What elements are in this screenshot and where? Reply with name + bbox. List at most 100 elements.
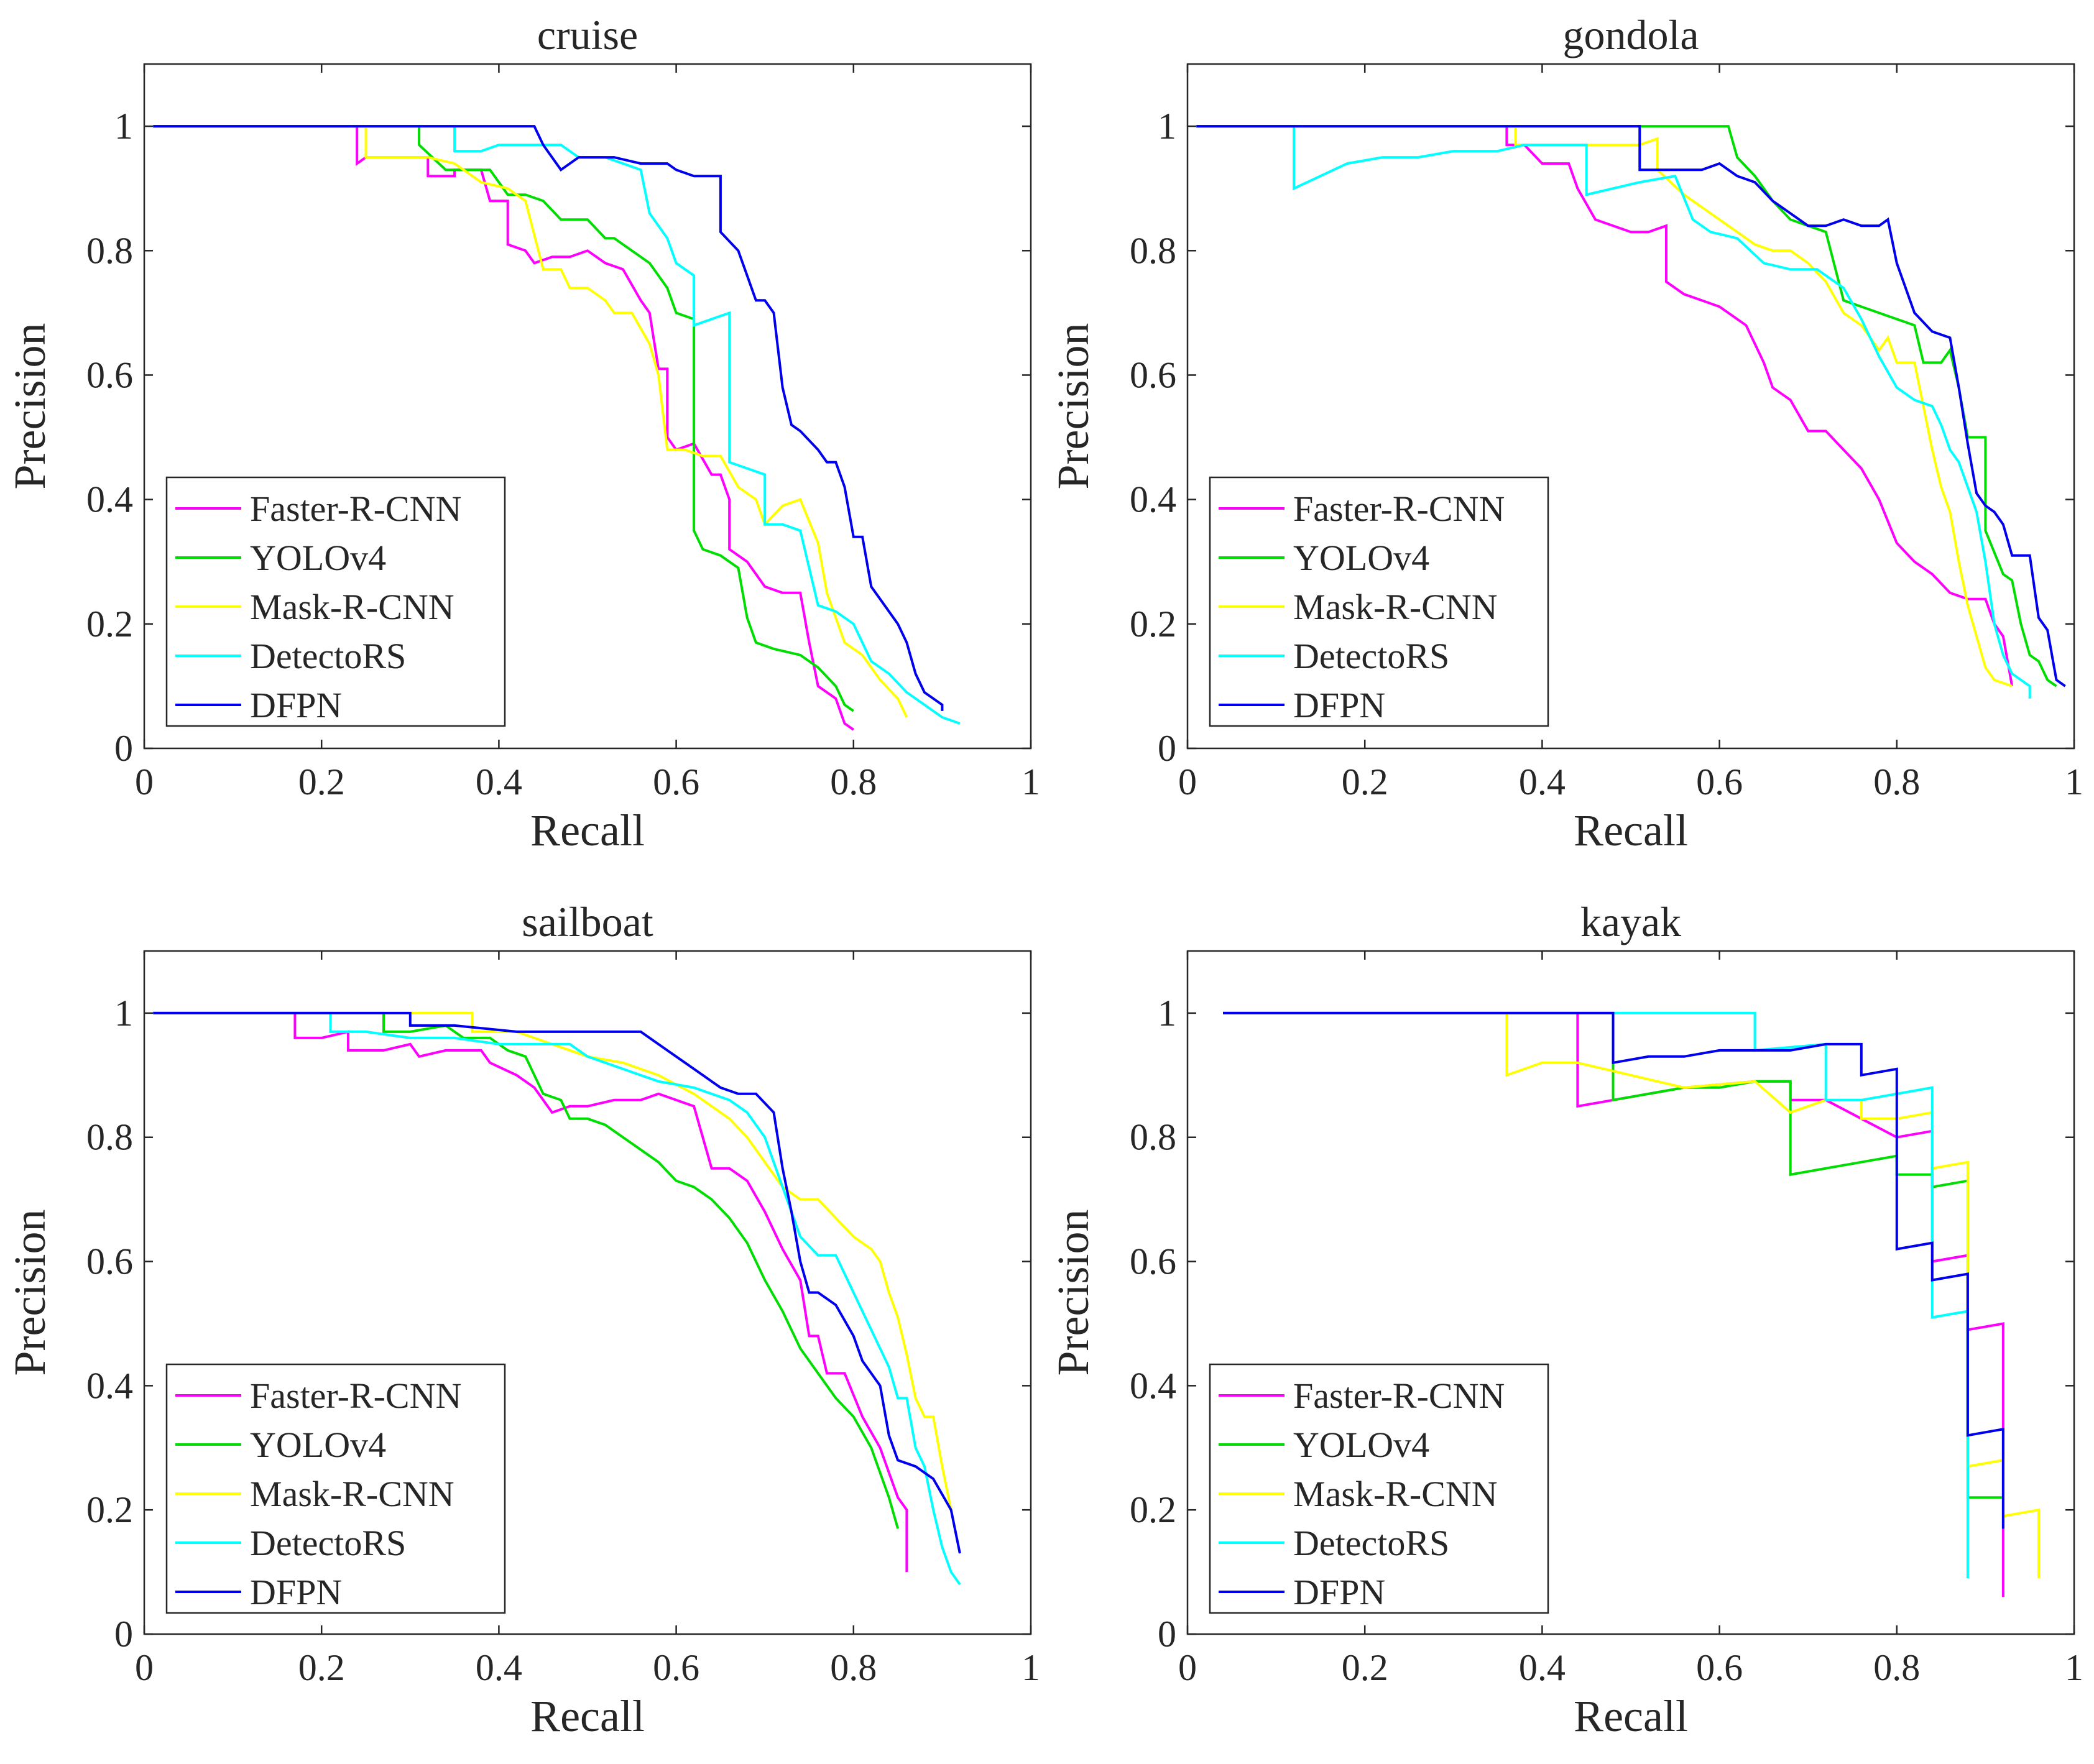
legend-label: DFPN bbox=[250, 685, 342, 725]
legend: Faster-R-CNN YOLOv4 Mask-R-CNN DetectoRS DFP… bbox=[1209, 1363, 1549, 1614]
legend-label: Faster-R-CNN bbox=[1293, 489, 1505, 529]
legend-label: Mask-R-CNN bbox=[1293, 587, 1498, 627]
x-tick-label: 0.2 bbox=[1342, 761, 1388, 802]
y-tick-label: 0 bbox=[114, 1614, 133, 1655]
series-line-yolov4 bbox=[153, 125, 854, 712]
y-tick-label: 1 bbox=[1158, 106, 1176, 147]
chart-panel-2: 0 0.2 0.4 0.6 0.8 1 0 0.2 0.4 0.6 0.8 1 sailboat Reca… bbox=[5, 898, 1040, 1741]
x-tick-label: 0.8 bbox=[1873, 1647, 1920, 1688]
series-line-detectors bbox=[1223, 1011, 1969, 1579]
x-axis-label: Recall bbox=[530, 806, 645, 855]
x-tick-label: 0.6 bbox=[653, 761, 699, 802]
x-tick-label: 0.6 bbox=[1696, 1647, 1743, 1688]
series-line-faster-r-cnn bbox=[1196, 125, 2014, 687]
legend-box bbox=[1209, 476, 1549, 727]
legend-label: Mask-R-CNN bbox=[250, 1474, 454, 1514]
y-tick-label: 0.8 bbox=[86, 230, 133, 271]
y-tick-label: 0.8 bbox=[86, 1117, 133, 1158]
x-tick-label: 0.6 bbox=[1696, 761, 1743, 802]
series-line-detectors bbox=[153, 1011, 961, 1586]
y-tick-label: 1 bbox=[1158, 993, 1176, 1034]
series-line-detectors bbox=[1196, 125, 2031, 699]
legend-label: DetectoRS bbox=[1293, 1523, 1449, 1563]
x-tick-label: 0.4 bbox=[476, 761, 522, 802]
y-tick-label: 0.4 bbox=[86, 479, 133, 520]
legend-label: DFPN bbox=[1293, 1572, 1385, 1612]
legend-box bbox=[1209, 1363, 1549, 1614]
y-tick-label: 0.8 bbox=[1130, 230, 1176, 271]
series-group bbox=[153, 125, 961, 731]
chart-title: cruise bbox=[537, 11, 638, 58]
y-tick-label: 0.6 bbox=[86, 354, 133, 395]
x-tick-label: 0.2 bbox=[298, 1647, 345, 1688]
x-tick-label: 1 bbox=[1022, 1647, 1040, 1688]
y-tick-label: 1 bbox=[114, 106, 133, 147]
series-line-faster-r-cnn bbox=[153, 1011, 908, 1573]
y-tick-label: 1 bbox=[114, 993, 133, 1034]
series-group bbox=[1223, 1011, 2040, 1597]
y-tick-label: 0.2 bbox=[86, 604, 133, 645]
chart-panel-3: 0 0.2 0.4 0.6 0.8 1 0 0.2 0.4 0.6 0.8 1 kayak Recall P… bbox=[1048, 898, 2083, 1741]
x-tick-label: 0.4 bbox=[1519, 1647, 1566, 1688]
legend-label: YOLOv4 bbox=[250, 538, 386, 578]
legend-label: Faster-R-CNN bbox=[1293, 1376, 1505, 1416]
y-tick-label: 0 bbox=[1158, 728, 1176, 769]
series-line-mask-r-cnn bbox=[1223, 1011, 2040, 1579]
x-axis-label: Recall bbox=[1574, 806, 1688, 855]
y-axis-label: Precision bbox=[1048, 1210, 1098, 1376]
x-tick-label: 1 bbox=[2065, 1647, 2083, 1688]
y-tick-label: 0.2 bbox=[1130, 604, 1176, 645]
series-line-dfpn bbox=[153, 1011, 961, 1554]
chart-title: kayak bbox=[1580, 898, 1681, 945]
y-axis-label: Precision bbox=[5, 1210, 55, 1376]
x-tick-label: 0.2 bbox=[1342, 1647, 1388, 1688]
chart-panel-0: 0 0.2 0.4 0.6 0.8 1 0 0.2 0.4 0.6 0.8 1 cruise Recall… bbox=[5, 11, 1040, 855]
series-group bbox=[1196, 125, 2066, 699]
legend: Faster-R-CNN YOLOv4 Mask-R-CNN DetectoRS DFP… bbox=[165, 1363, 506, 1614]
y-tick-label: 0.8 bbox=[1130, 1117, 1176, 1158]
legend-label: DetectoRS bbox=[250, 636, 406, 676]
legend-label: DetectoRS bbox=[1293, 636, 1449, 676]
y-tick-label: 0.4 bbox=[1130, 1365, 1176, 1406]
series-line-faster-r-cnn bbox=[153, 125, 854, 731]
x-tick-label: 0.8 bbox=[830, 761, 877, 802]
y-tick-label: 0.6 bbox=[1130, 1241, 1176, 1282]
legend-box bbox=[165, 1363, 506, 1614]
legend-box bbox=[165, 476, 506, 727]
x-tick-label: 0.6 bbox=[653, 1647, 699, 1688]
x-tick-label: 0.2 bbox=[298, 761, 345, 802]
legend-label: Faster-R-CNN bbox=[250, 1376, 461, 1416]
x-tick-label: 1 bbox=[2065, 761, 2083, 802]
legend-label: DFPN bbox=[250, 1572, 342, 1612]
chart-title: gondola bbox=[1562, 11, 1699, 58]
legend: Faster-R-CNN YOLOv4 Mask-R-CNN DetectoRS DFP… bbox=[165, 476, 506, 727]
x-tick-label: 0.8 bbox=[1873, 761, 1920, 802]
legend-label: YOLOv4 bbox=[1293, 538, 1429, 578]
series-line-detectors bbox=[153, 125, 961, 725]
y-tick-label: 0.2 bbox=[1130, 1489, 1176, 1530]
y-tick-label: 0.6 bbox=[1130, 354, 1176, 395]
legend-label: YOLOv4 bbox=[1293, 1425, 1429, 1465]
y-tick-label: 0.4 bbox=[86, 1365, 133, 1406]
legend-label: Mask-R-CNN bbox=[250, 587, 454, 627]
y-tick-label: 0 bbox=[114, 728, 133, 769]
y-tick-label: 0 bbox=[1158, 1614, 1176, 1655]
x-tick-label: 0 bbox=[135, 761, 154, 802]
series-line-yolov4 bbox=[1223, 1011, 2003, 1499]
x-tick-label: 0 bbox=[135, 1647, 154, 1688]
x-tick-label: 1 bbox=[1022, 761, 1040, 802]
series-line-mask-r-cnn bbox=[153, 125, 908, 718]
series-line-dfpn bbox=[153, 125, 944, 711]
y-tick-label: 0.6 bbox=[86, 1241, 133, 1282]
series-line-mask-r-cnn bbox=[1196, 125, 2013, 687]
x-tick-label: 0.4 bbox=[1519, 761, 1566, 802]
x-tick-label: 0 bbox=[1178, 1647, 1197, 1688]
series-line-yolov4 bbox=[1196, 125, 2057, 687]
y-axis-label: Precision bbox=[5, 323, 55, 490]
y-tick-label: 0.2 bbox=[86, 1489, 133, 1530]
series-group bbox=[153, 1011, 961, 1586]
x-tick-label: 0.8 bbox=[830, 1647, 877, 1688]
series-line-dfpn bbox=[1196, 125, 2066, 687]
legend-label: DetectoRS bbox=[250, 1523, 406, 1563]
x-tick-label: 0.4 bbox=[476, 1647, 522, 1688]
